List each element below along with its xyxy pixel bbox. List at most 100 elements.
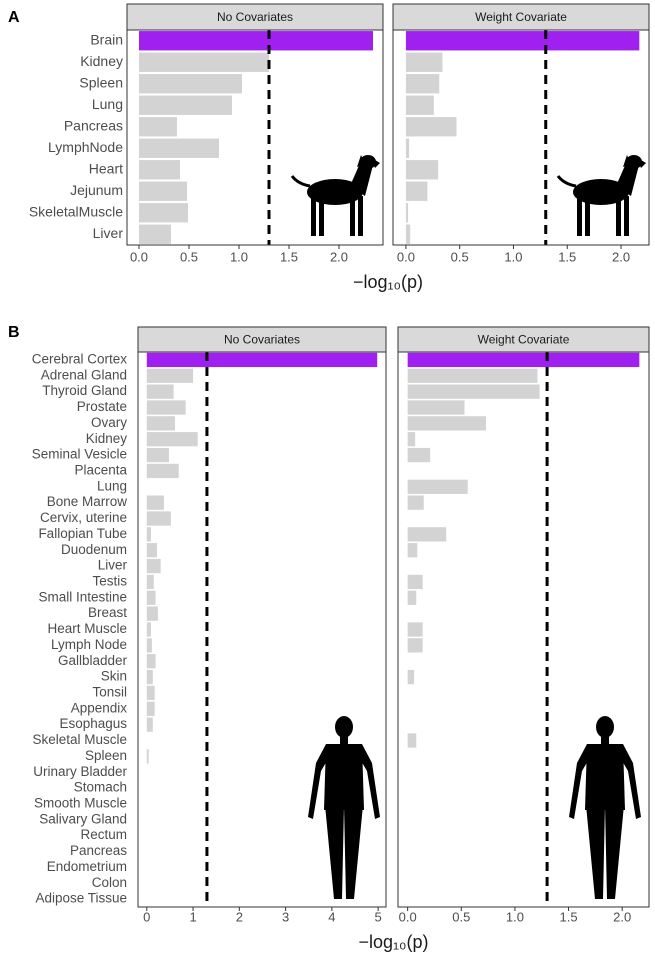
- category-label: Tonsil: [92, 684, 127, 699]
- category-label: Adipose Tissue: [35, 891, 127, 906]
- category-label: Seminal Vesicle: [32, 447, 127, 462]
- bar: [139, 52, 269, 72]
- category-label: Pancreas: [70, 843, 127, 858]
- dog-icon: [556, 155, 646, 236]
- human-icon: [308, 716, 380, 899]
- x-tick-label: 1: [189, 909, 196, 924]
- x-axis-title: −log₁₀(p): [358, 932, 428, 952]
- x-tick-label: 0.0: [397, 249, 415, 264]
- bar: [407, 368, 538, 383]
- bar: [407, 384, 540, 399]
- category-label: Duodenum: [61, 542, 127, 557]
- bar: [407, 574, 423, 590]
- x-tick-label: 0.5: [452, 909, 470, 924]
- x-tick-label: 0.5: [451, 249, 469, 264]
- x-tick-label: 0.0: [130, 249, 148, 264]
- x-tick-label: 2.0: [612, 249, 630, 264]
- category-label: SkeletalMuscle: [29, 203, 123, 219]
- category-label: Liver: [98, 558, 128, 573]
- bar: [146, 622, 151, 637]
- facet-strip: [397, 326, 650, 353]
- category-label: Ovary: [91, 415, 127, 430]
- panel-border: [392, 29, 650, 246]
- bar: [405, 160, 439, 180]
- facet-strip: [392, 3, 650, 31]
- category-label: Esophagus: [59, 716, 127, 731]
- category-label: Cerebral Cortex: [32, 351, 128, 366]
- facet-title: Weight Covariate: [475, 10, 567, 24]
- category-label: Bone Marrow: [47, 494, 128, 509]
- category-label: Breast: [88, 605, 127, 620]
- facet-strip: [137, 326, 387, 353]
- category-label: Smooth Muscle: [34, 795, 127, 810]
- category-label: Kidney: [80, 53, 123, 69]
- category-label: Fallopian Tube: [38, 526, 127, 541]
- facet-title: No Covariates: [217, 10, 293, 24]
- x-tick-label: 2.0: [613, 909, 631, 924]
- category-label: Skeletal Muscle: [32, 732, 127, 747]
- category-label: Colon: [92, 875, 127, 890]
- bar: [407, 543, 418, 558]
- bar: [405, 203, 409, 223]
- category-label: Brain: [90, 31, 123, 47]
- x-tick-label: 0.5: [180, 249, 198, 264]
- bar: [139, 117, 177, 137]
- bar: [146, 669, 153, 685]
- category-label: Salivary Gland: [39, 811, 127, 826]
- bar: [407, 527, 447, 542]
- bar: [139, 74, 242, 94]
- bar: [407, 479, 468, 494]
- panel-border: [137, 351, 387, 908]
- dog-icon: [290, 155, 380, 236]
- bar: [407, 447, 431, 463]
- category-label: Stomach: [74, 780, 127, 795]
- category-label: Gallbladder: [58, 653, 128, 668]
- bar: [407, 416, 486, 431]
- bar: [139, 95, 232, 115]
- x-tick-label: 0: [143, 909, 150, 924]
- bar: [407, 638, 423, 653]
- bar: [139, 31, 373, 51]
- bar: [405, 224, 411, 244]
- category-label: Spleen: [85, 748, 127, 763]
- category-label: Skin: [101, 669, 127, 684]
- category-label: Placenta: [74, 462, 127, 477]
- bar: [405, 52, 443, 72]
- bar: [139, 203, 188, 223]
- x-tick-label: 2.0: [330, 249, 348, 264]
- x-tick-label: 0.0: [399, 909, 417, 924]
- bar: [146, 590, 156, 605]
- bar: [407, 495, 424, 510]
- bar: [405, 74, 440, 94]
- bar: [146, 543, 157, 558]
- x-tick-label: 5: [375, 909, 382, 924]
- bar: [146, 384, 174, 399]
- x-tick-label: 1.5: [560, 909, 578, 924]
- category-label: Kidney: [86, 431, 128, 446]
- category-label: Lymph Node: [51, 637, 127, 652]
- category-label: Endometrium: [47, 859, 127, 874]
- category-label: Appendix: [71, 700, 128, 715]
- plot-layer: A Brain Kidney Spleen Lung Pancreas LymphNode H…: [8, 3, 650, 952]
- bar: [146, 495, 164, 510]
- bar: [139, 160, 180, 180]
- bar: [146, 432, 198, 447]
- x-tick-label: 1.0: [230, 249, 248, 264]
- panel-label: A: [8, 9, 20, 26]
- bar: [407, 400, 465, 415]
- x-tick-label: 4: [328, 909, 335, 924]
- bar: [407, 432, 416, 447]
- category-label: LymphNode: [48, 139, 123, 155]
- bar: [407, 733, 417, 748]
- bar: [146, 400, 186, 415]
- x-tick-label: 1.5: [280, 249, 298, 264]
- bar: [146, 558, 161, 574]
- bar: [405, 117, 457, 137]
- bar: [146, 352, 378, 368]
- category-label: Adrenal Gland: [41, 367, 127, 382]
- x-tick-label: 1.5: [558, 249, 576, 264]
- category-label: Pancreas: [64, 117, 123, 133]
- panel-border: [126, 29, 384, 246]
- category-label: Heart Muscle: [47, 621, 127, 636]
